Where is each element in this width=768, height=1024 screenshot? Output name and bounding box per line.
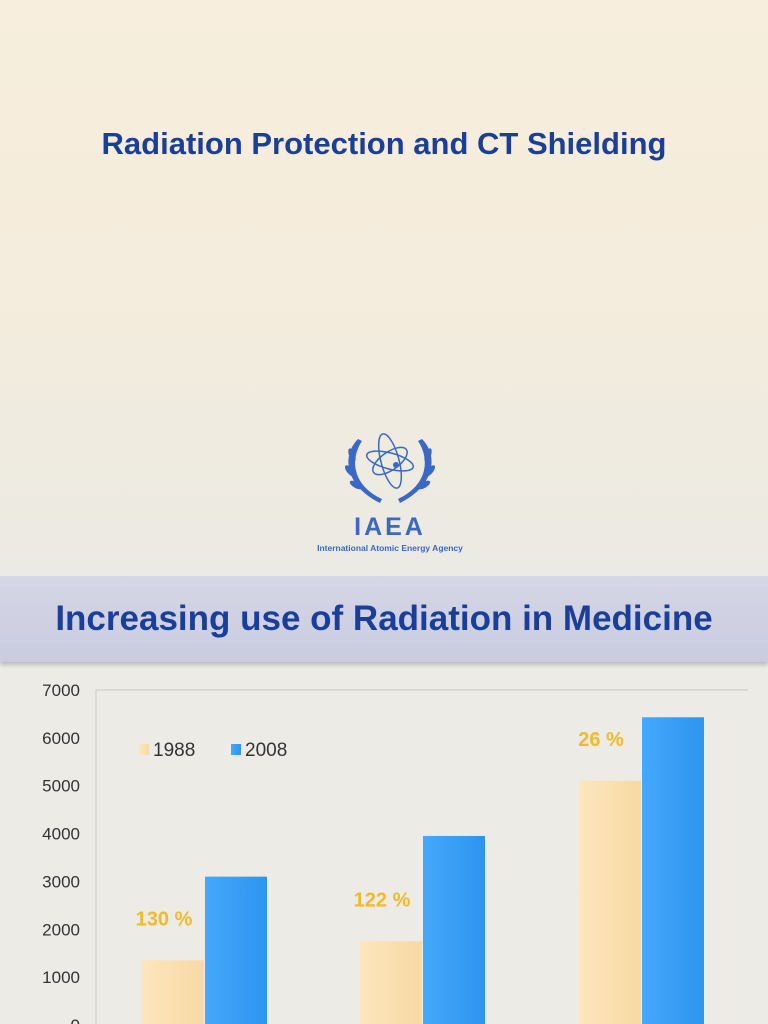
bar-chart: 0 1000 2000 3000 4000 5000 6000 7000 130 % 122 %… [42,681,748,1024]
logo-subtitle: International Atomic Energy Agency [317,543,463,553]
y-tick-label: 4000 [42,825,80,844]
legend-swatch-2008 [231,744,241,755]
slide-header-band: Increasing use of Radiation in Medicine [0,576,768,662]
y-tick-label: 5000 [42,777,80,796]
change-annotation: 130 % [136,908,193,930]
slide-title: Radiation Protection and CT Shielding [101,126,667,161]
y-tick-label: 1000 [42,968,80,987]
y-tick-label: 2000 [42,920,80,939]
y-tick-label: 6000 [42,729,80,748]
y-tick-label: 0 [71,1016,80,1024]
logo-name: IAEA [354,513,426,541]
bar-2008-1 [423,835,485,1024]
change-annotation: 26 % [578,729,624,751]
legend-label: 2008 [245,740,287,761]
y-tick-label: 7000 [42,681,80,700]
y-tick-label: 3000 [42,872,80,891]
change-annotation: 122 % [354,889,411,911]
bar-2008-2 [642,717,704,1024]
bar-1988-2 [579,780,641,1024]
bar-2008-0 [205,876,267,1024]
atom-wreath-icon [344,433,436,503]
chart-slide-title: Increasing use of Radiation in Medicine [55,599,713,638]
bar-1988-0 [142,960,204,1024]
bar-1988-1 [360,941,422,1024]
title-slide: Radiation Protection and CT Shielding IA… [0,0,768,576]
iaea-logo: IAEA International Atomic Energy Agency [300,425,480,560]
legend-swatch-1988 [139,744,149,755]
legend-label: 1988 [153,740,195,761]
